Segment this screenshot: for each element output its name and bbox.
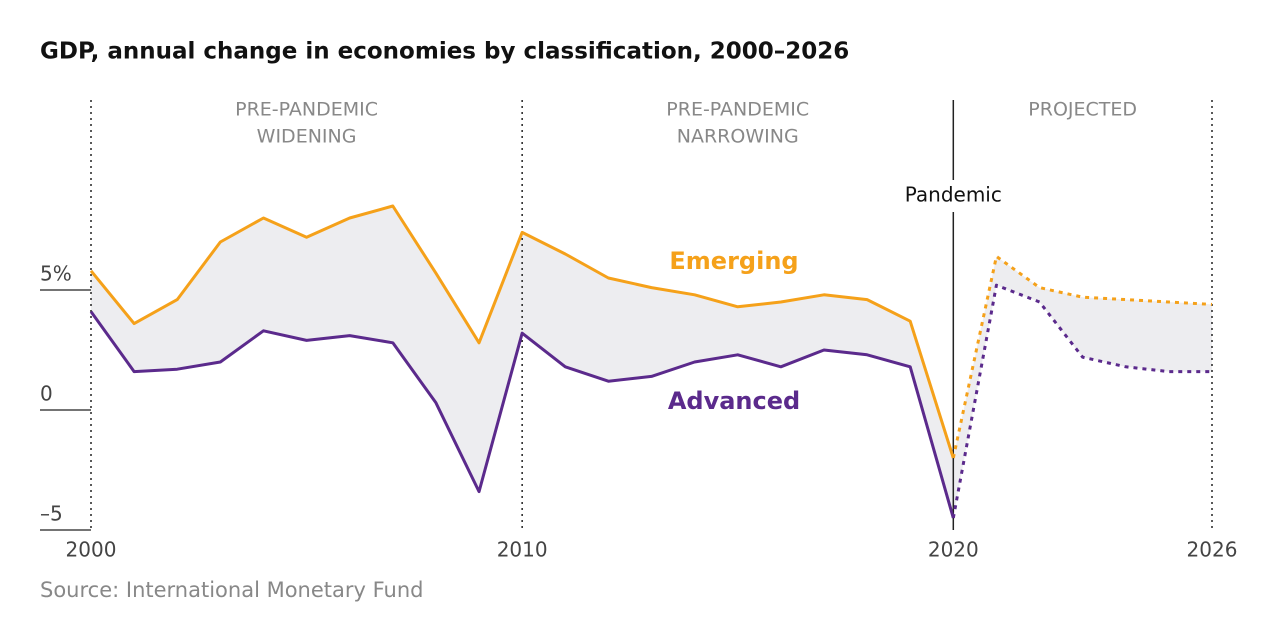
gap-area <box>91 206 1212 518</box>
y-tick-label: 0 <box>40 382 53 406</box>
projected-line <box>951 254 1213 459</box>
x-tick-label: 2000 <box>66 538 117 562</box>
region-label: PROJECTED <box>1028 99 1137 121</box>
region-label: WIDENING <box>257 126 357 148</box>
x-tick-label: 2026 <box>1187 538 1238 562</box>
chart-title: GDP, annual change in economies by class… <box>40 39 849 65</box>
series-label: Advanced <box>668 387 800 415</box>
region-label: PRE-PANDEMIC <box>235 99 378 121</box>
label-bg <box>898 180 1009 212</box>
x-tick-label: 2010 <box>497 538 548 562</box>
series-line <box>89 310 955 519</box>
projected-line <box>951 283 1212 519</box>
source-note: Source: International Monetary Fund <box>40 578 424 602</box>
series-line <box>89 204 955 459</box>
series-label: Emerging <box>669 247 798 275</box>
region-label: NARROWING <box>677 126 799 148</box>
y-tick-label: –5 <box>40 502 63 526</box>
marker-label: Pandemic <box>905 183 1002 207</box>
x-tick-label: 2020 <box>928 538 979 562</box>
y-tick-label: 5% <box>40 262 72 286</box>
region-label: PRE-PANDEMIC <box>666 99 809 121</box>
